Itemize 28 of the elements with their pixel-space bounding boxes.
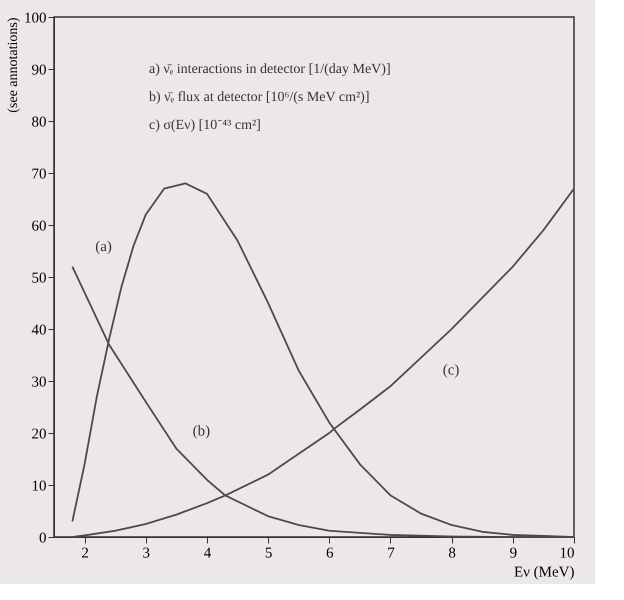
x-tick-label: 9 <box>510 546 518 562</box>
y-tick-label: 70 <box>32 166 46 182</box>
x-tick-label: 2 <box>81 546 89 562</box>
annotation: (a) <box>95 238 112 255</box>
x-tick-label: 7 <box>387 546 396 562</box>
y-tick-label: 10 <box>32 478 46 494</box>
x-axis-title: Eν (MeV) <box>514 564 574 580</box>
annotation: a) ν̄ₑ interactions in detector [1/(day MeV)] <box>149 62 391 77</box>
y-tick-label: 0 <box>39 530 46 546</box>
y-tick-label: 40 <box>32 322 46 338</box>
x-tick-label: 3 <box>142 546 150 562</box>
annotation: b) ν̄ₑ flux at detector [10⁶/(s MeV cm²)] <box>149 90 370 105</box>
y-tick-label: 100 <box>24 10 46 26</box>
y-tick-label: 90 <box>32 62 46 78</box>
y-tick-label: 20 <box>32 426 46 442</box>
x-tick-label: 8 <box>448 546 456 562</box>
y-tick-label: 50 <box>32 270 46 286</box>
y-tick-label: 60 <box>32 218 46 234</box>
y-tick-label: 30 <box>32 374 46 390</box>
x-tick-label: 10 <box>560 546 574 562</box>
x-tick-label: 4 <box>204 546 212 562</box>
y-tick-label: 80 <box>32 114 46 130</box>
x-tick-label: 5 <box>264 546 272 562</box>
y-axis-title: (see annotations) <box>6 17 21 113</box>
annotation: c) σ(Eν) [10⁻⁴³ cm²] <box>149 118 261 133</box>
annotation: (c) <box>442 362 460 379</box>
x-tick-label: 6 <box>326 546 334 562</box>
annotation: (b) <box>192 424 210 440</box>
